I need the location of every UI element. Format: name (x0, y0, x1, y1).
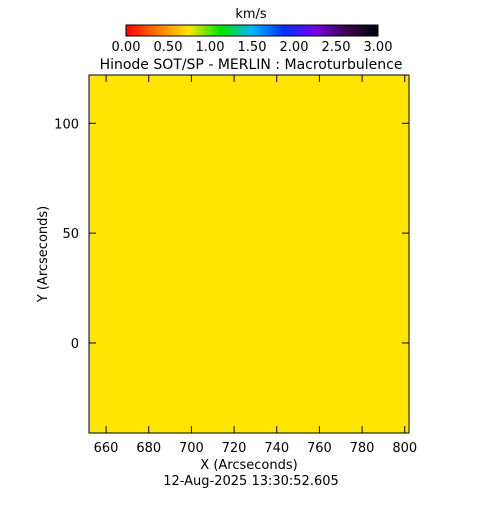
x-axis-ticks: 660 680 700 720 740 760 780 800 (94, 75, 417, 456)
x-tick-label: 680 (136, 441, 161, 456)
x-tick-label: 780 (350, 441, 375, 456)
colorbar-tick-label: 1.00 (196, 40, 225, 55)
timestamp-label: 12-Aug-2025 13:30:52.605 (163, 474, 339, 489)
colorbar-label: km/s (235, 7, 267, 22)
colorbar-tick-label: 0.50 (154, 40, 183, 55)
chart-title: Hinode SOT/SP - MERLIN : Macroturbulence (100, 57, 403, 73)
colorbar: km/s 0.00 0.50 1.00 1.50 2.00 2.50 3.00 (112, 7, 393, 55)
x-tick-label: 720 (222, 441, 247, 456)
x-tick-label: 700 (179, 441, 204, 456)
plot-frame (88, 74, 410, 434)
x-axis-label: X (Arcseconds) (200, 458, 297, 473)
x-tick-label: 660 (94, 441, 119, 456)
colorbar-tick-label: 2.00 (280, 40, 309, 55)
colorbar-gradient (125, 24, 379, 37)
y-tick-label: 100 (54, 117, 79, 132)
x-tick-label: 740 (264, 441, 289, 456)
heatmap-image (89, 75, 409, 433)
y-axis-ticks: 0 50 100 (54, 117, 409, 352)
x-tick-label: 760 (307, 441, 332, 456)
colorbar-tick-label: 3.00 (364, 40, 393, 55)
x-tick-label: 800 (392, 441, 417, 456)
colorbar-tick-label: 0.00 (112, 40, 141, 55)
y-tick-label: 0 (71, 337, 79, 352)
colorbar-tick-labels: 0.00 0.50 1.00 1.50 2.00 2.50 3.00 (112, 40, 393, 55)
y-axis-label: Y (Arcseconds) (36, 206, 51, 303)
colorbar-tick-label: 1.50 (238, 40, 267, 55)
colorbar-tick-label: 2.50 (322, 40, 351, 55)
y-tick-label: 50 (62, 227, 79, 242)
